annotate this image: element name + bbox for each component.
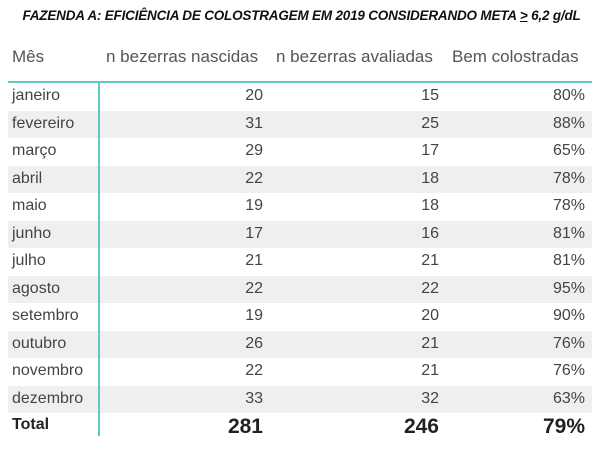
table-row: abril 22 18 78% xyxy=(8,165,592,193)
column-header-born[interactable]: n bezerras nascidas xyxy=(106,47,259,66)
total-row: Total 281 246 79% xyxy=(8,412,592,442)
cell-good: 78% xyxy=(552,169,585,187)
table-title: FAZENDA A: EFICIÊNCIA DE COLOSTRAGEM EM … xyxy=(0,8,603,23)
table-row: novembro 22 21 76% xyxy=(8,358,592,386)
cell-good: 78% xyxy=(552,197,585,214)
table-row: julho 21 21 81% xyxy=(8,248,592,276)
cell-evaluated: 21 xyxy=(421,252,439,269)
cell-good: 76% xyxy=(552,334,585,352)
cell-born: 22 xyxy=(245,169,263,187)
cell-evaluated: 15 xyxy=(421,87,439,104)
cell-month: outubro xyxy=(12,334,67,352)
cell-born: 22 xyxy=(245,279,263,297)
cell-evaluated: 20 xyxy=(421,307,439,324)
title-text: FAZENDA A: EFICIÊNCIA DE COLOSTRAGEM EM … xyxy=(22,8,520,23)
cell-born: 21 xyxy=(245,252,263,269)
table-header: Mês n bezerras nascidas n bezerras avali… xyxy=(0,44,603,74)
title-symbol: > xyxy=(519,8,528,23)
cell-month: maio xyxy=(12,197,47,214)
cell-month: dezembro xyxy=(12,389,84,407)
cell-month: agosto xyxy=(12,279,61,297)
cell-born: 22 xyxy=(245,362,263,379)
cell-month: julho xyxy=(12,252,46,269)
total-born: 281 xyxy=(227,415,263,438)
cell-evaluated: 21 xyxy=(421,362,439,379)
table-row: fevereiro 31 25 88% xyxy=(8,110,592,138)
column-header-month[interactable]: Mês xyxy=(12,47,45,66)
cell-good: 63% xyxy=(552,389,585,407)
cell-good: 81% xyxy=(552,252,585,269)
cell-good: 76% xyxy=(552,362,585,379)
cell-born: 19 xyxy=(245,197,263,214)
cell-evaluated: 17 xyxy=(421,142,439,159)
cell-month: março xyxy=(12,142,57,159)
cell-good: 80% xyxy=(552,87,585,104)
cell-born: 26 xyxy=(245,334,263,352)
table-row: dezembro 33 32 63% xyxy=(8,385,592,413)
column-header-evaluated[interactable]: n bezerras avaliadas xyxy=(276,47,433,66)
cell-good: 95% xyxy=(552,279,585,297)
cell-born: 20 xyxy=(245,87,263,104)
cell-evaluated: 22 xyxy=(421,279,439,297)
table-body: janeiro 20 15 80% fevereiro 31 25 88% março 29 17 6… xyxy=(8,83,592,413)
table-row: março 29 17 65% xyxy=(8,138,592,166)
cell-month: fevereiro xyxy=(12,114,75,132)
cell-evaluated: 16 xyxy=(421,224,439,242)
cell-born: 17 xyxy=(245,224,263,242)
cell-born: 29 xyxy=(245,142,263,159)
column-divider xyxy=(98,82,100,436)
total-evaluated: 246 xyxy=(403,415,439,438)
cell-good: 88% xyxy=(552,114,585,132)
cell-evaluated: 21 xyxy=(421,334,439,352)
total-label: Total xyxy=(12,416,50,433)
cell-born: 31 xyxy=(245,114,263,132)
cell-evaluated: 32 xyxy=(421,389,439,407)
cell-month: novembro xyxy=(12,362,84,379)
cell-good: 81% xyxy=(552,224,585,242)
header-divider xyxy=(8,81,592,83)
cell-month: abril xyxy=(12,169,43,187)
table-row: setembro 19 20 90% xyxy=(8,303,592,331)
title-value: 6,2 g/dL xyxy=(527,8,581,23)
cell-evaluated: 25 xyxy=(421,114,439,132)
total-good: 79% xyxy=(542,415,585,438)
column-header-good[interactable]: Bem colostradas xyxy=(452,47,579,66)
table-row: outubro 26 21 76% xyxy=(8,330,592,358)
table-row: junho 17 16 81% xyxy=(8,220,592,248)
table-row: janeiro 20 15 80% xyxy=(8,83,592,111)
cell-month: janeiro xyxy=(12,87,61,104)
cell-evaluated: 18 xyxy=(421,169,439,187)
cell-good: 65% xyxy=(552,142,585,159)
table-row: agosto 22 22 95% xyxy=(8,275,592,303)
cell-evaluated: 18 xyxy=(421,197,439,214)
table-row: maio 19 18 78% xyxy=(8,193,592,221)
cell-born: 33 xyxy=(245,389,263,407)
cell-month: setembro xyxy=(12,307,79,324)
cell-born: 19 xyxy=(245,307,263,324)
cell-month: junho xyxy=(12,224,52,242)
cell-good: 90% xyxy=(552,307,585,324)
